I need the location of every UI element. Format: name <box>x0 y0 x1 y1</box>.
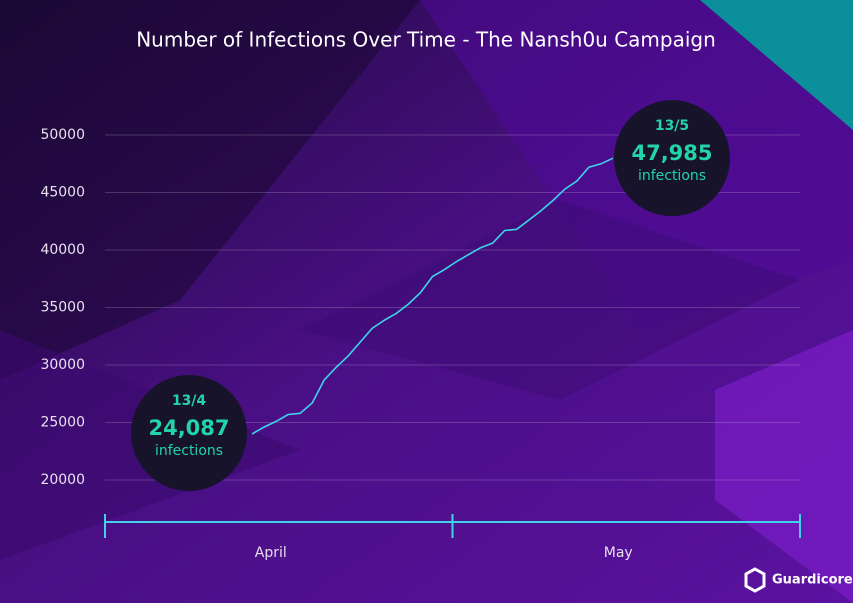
y-tick-label: 45000 <box>40 185 85 201</box>
annotation-unit: infections <box>638 168 706 184</box>
x-tick-label: April <box>255 545 287 561</box>
data-line <box>251 157 614 435</box>
y-tick-label: 30000 <box>40 357 85 373</box>
y-tick-label: 25000 <box>40 415 85 431</box>
y-tick-label: 40000 <box>40 242 85 258</box>
chart-title: Number of Infections Over Time - The Nan… <box>136 28 716 52</box>
annotation-bubble <box>131 375 247 492</box>
annotation-unit: infections <box>155 443 223 459</box>
bg-shape <box>0 0 420 380</box>
y-tick-label: 20000 <box>40 472 85 488</box>
annotation-date: 13/4 <box>172 393 207 409</box>
brand-name: Guardicore <box>772 573 853 588</box>
annotation-bubble <box>614 100 730 217</box>
brand-logo <box>744 567 766 593</box>
y-tick-label: 35000 <box>40 300 85 316</box>
bg-shape <box>700 0 853 130</box>
bg-shape <box>300 200 800 400</box>
annotation-value: 47,985 <box>631 141 712 165</box>
bg-shape <box>715 330 853 603</box>
annotation-date: 13/5 <box>655 118 689 134</box>
annotation-value: 24,087 <box>148 416 229 440</box>
x-tick-label: May <box>604 545 633 561</box>
y-tick-label: 50000 <box>40 127 85 143</box>
